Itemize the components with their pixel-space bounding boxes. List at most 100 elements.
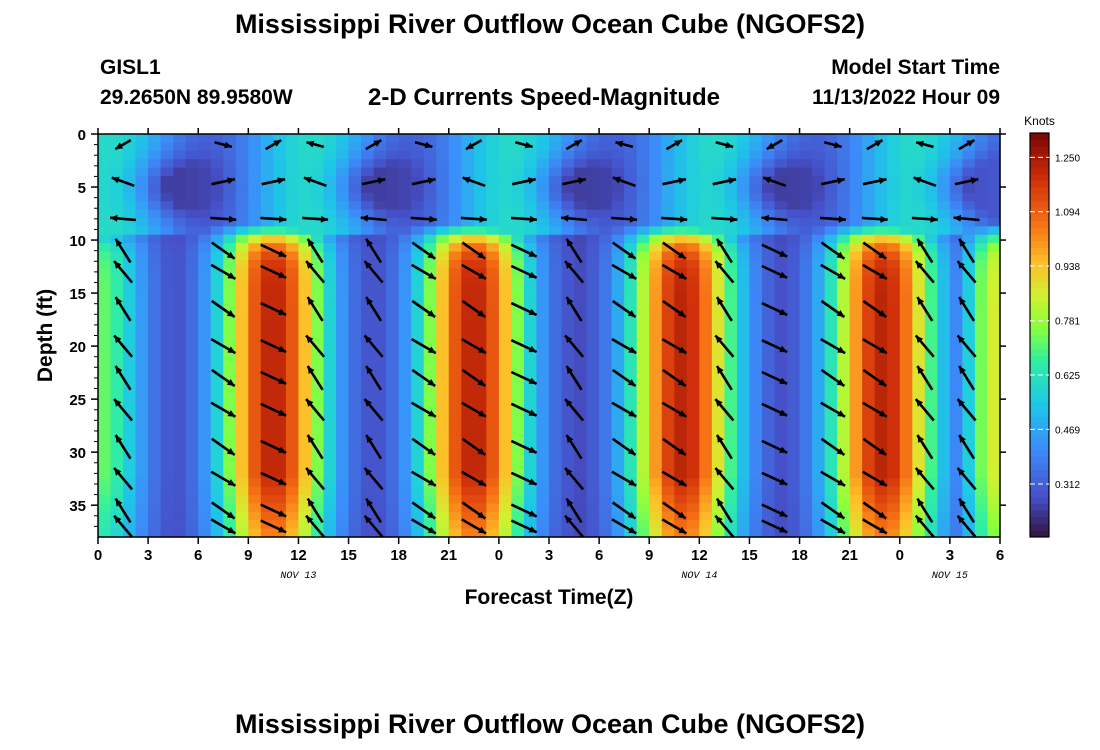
heatmap-cell [110,385,124,395]
heatmap-cell [862,150,876,160]
heatmap-cell [611,511,625,521]
heatmap-cell [661,293,675,303]
heatmap-cell [310,411,325,421]
heatmap-cell [185,503,199,513]
heatmap-cell [799,251,813,261]
heatmap-cell [373,226,387,236]
current-vector [958,238,976,264]
heatmap-cell [223,495,237,505]
heatmap-cell [636,251,650,261]
heatmap-cell [549,327,563,337]
current-vector [761,370,788,385]
heatmap-cell [812,486,826,496]
heatmap-cell [699,310,713,320]
heatmap-cell [661,394,675,404]
heatmap-cell [686,528,700,538]
heatmap-cell [824,478,838,488]
heatmap-cell [361,134,375,143]
heatmap-cell [636,419,650,429]
current-vector-head [729,215,738,223]
heatmap-cell [123,209,137,219]
current-vector-head [878,310,887,317]
current-vector [461,470,487,487]
current-vector [414,141,433,149]
heatmap-cell [98,167,112,177]
heatmap-cell [611,486,625,496]
colorbar-segment [1030,436,1049,444]
heatmap-cell [761,226,776,236]
heatmap-cell [761,495,776,505]
heatmap-cell [285,385,300,395]
heatmap-cell [636,327,650,337]
heatmap-cell [674,520,688,530]
heatmap-cell [498,360,513,370]
heatmap-cell [549,175,563,185]
heatmap-cell [849,234,863,244]
heatmap-cell [123,167,137,177]
current-vector [820,518,846,535]
current-vector [820,470,846,487]
heatmap-cell [498,427,513,437]
heatmap-cell [974,436,989,446]
heatmap-cell [423,352,437,362]
heatmap-cell [937,503,951,513]
heatmap-cell [448,285,462,295]
heatmap-cell [574,159,588,169]
current-vector-head [836,251,845,259]
heatmap-cell [586,167,600,177]
heatmap-cell [912,528,926,538]
heatmap-cell [549,436,563,446]
heatmap-cell [987,343,1001,353]
heatmap-cell [899,411,913,421]
heatmap-cell [436,285,450,295]
heatmap-cell [924,343,938,353]
heatmap-cell [636,385,650,395]
heatmap-cell [536,318,550,328]
heatmap-cell [411,251,425,261]
current-vector-head [878,251,887,259]
current-vector-head [566,297,574,306]
heatmap-cell [761,335,776,345]
heatmap-cell [949,276,964,286]
heatmap-cell [874,293,888,303]
current-vector-head [779,345,788,353]
heatmap-cell [248,167,262,177]
heatmap-cell [498,251,513,261]
heatmap-cell [837,209,851,219]
heatmap-cell [386,327,400,337]
heatmap-cell [398,217,412,227]
heatmap-cell [373,419,387,429]
heatmap-cell [523,217,538,227]
heatmap-cell [398,453,412,463]
current-vector-head [115,435,123,443]
heatmap-cell [862,268,876,278]
heatmap-cell [148,352,162,362]
heatmap-cell [110,201,124,211]
colorbar-segment [1030,469,1049,477]
heatmap-cell [523,327,538,337]
heatmap-cell [724,159,738,169]
heatmap-cell [436,301,450,311]
heatmap-cell [912,310,926,320]
heatmap-cell [361,478,375,488]
current-vector [410,263,437,281]
heatmap-cell [899,159,913,169]
heatmap-cell [185,469,199,479]
heatmap-cell [160,142,174,152]
heatmap-cell [135,436,149,446]
heatmap-cell [849,285,863,295]
heatmap-cell [123,234,137,244]
heatmap-cell [649,150,663,160]
heatmap-cell [674,419,688,429]
heatmap-cell [135,520,149,530]
heatmap-cell [837,159,851,169]
heatmap-cell [574,167,588,177]
heatmap-cell [736,234,751,244]
heatmap-cell [749,285,763,295]
heatmap-cell [761,469,776,479]
heatmap-cell [498,318,513,328]
heatmap-cell [336,268,350,278]
heatmap-cell [824,335,838,345]
heatmap-cell [298,436,312,446]
heatmap-cell [373,293,387,303]
